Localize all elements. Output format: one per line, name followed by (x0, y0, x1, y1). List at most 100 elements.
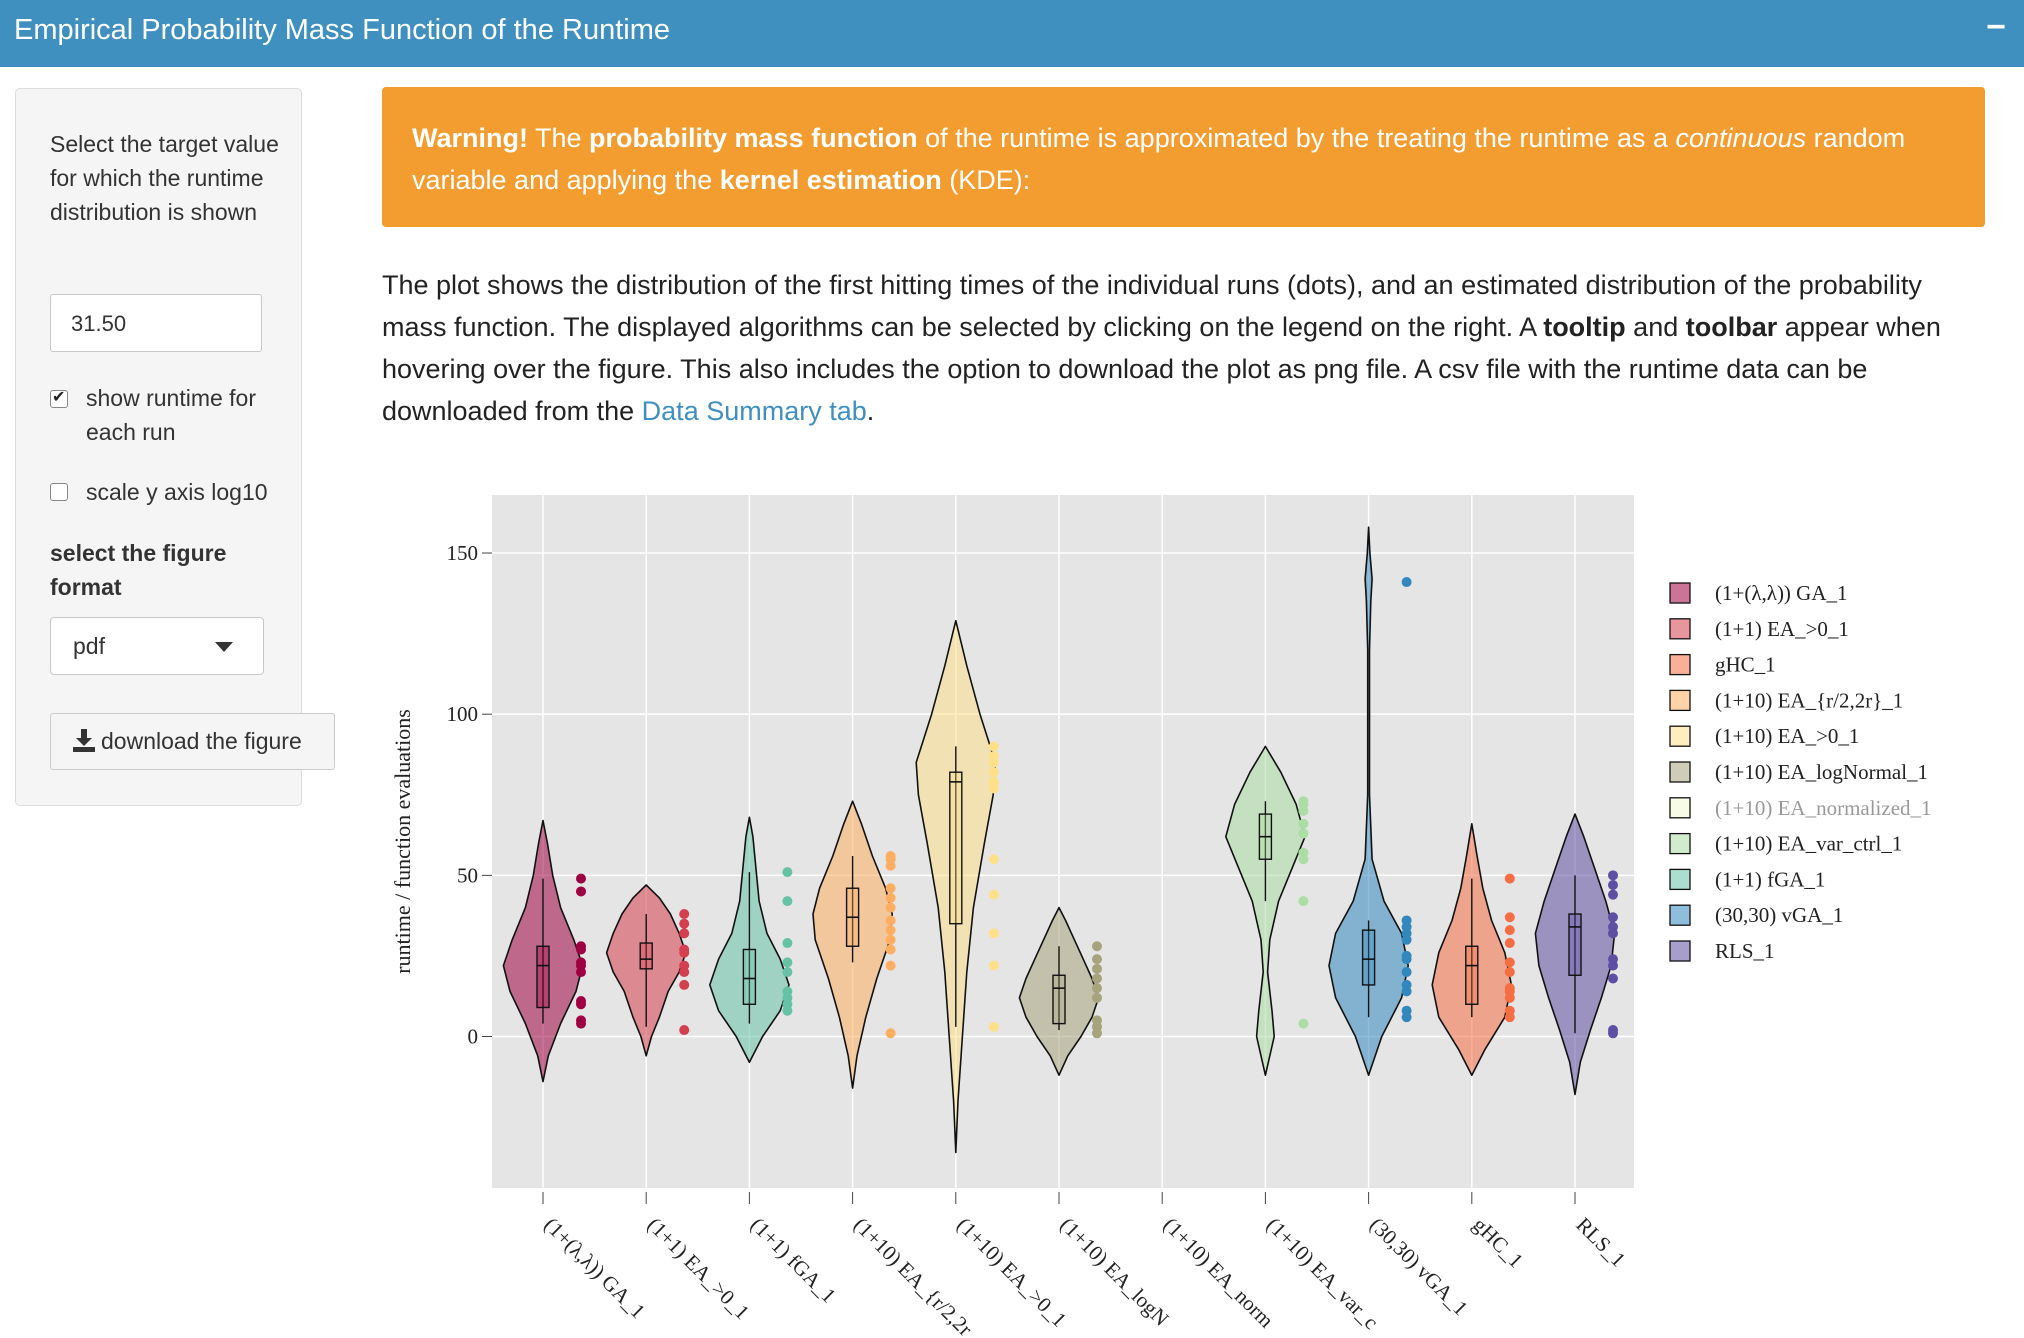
run-dot[interactable] (1092, 954, 1102, 965)
legend-item[interactable]: (1+10) EA_logNormal_1 (1669, 760, 1928, 784)
run-dot[interactable] (988, 889, 999, 900)
legend-item[interactable]: (1+10) EA_normalized_1 (1669, 796, 1932, 820)
run-dot[interactable] (1504, 1005, 1515, 1016)
run-dot[interactable] (885, 944, 896, 955)
run-dot[interactable] (988, 776, 999, 787)
run-dot[interactable] (1504, 925, 1515, 936)
run-dot[interactable] (1401, 950, 1412, 961)
legend-label[interactable]: gHC_1 (1715, 653, 1776, 677)
run-dot[interactable] (782, 938, 793, 949)
legend-item[interactable]: (1+10) EA_>0_1 (1669, 724, 1859, 748)
violin-7[interactable] (1225, 745, 1306, 1076)
legend-label[interactable]: (30,30) vGA_1 (1715, 903, 1843, 927)
legend-label[interactable]: (1+10) EA_{r/2,2r}_1 (1715, 688, 1903, 712)
format-select[interactable]: pdf (50, 617, 264, 675)
run-dot[interactable] (679, 960, 690, 971)
run-dot[interactable] (1608, 880, 1618, 891)
legend-label[interactable]: (1+1) fGA_1 (1715, 867, 1825, 891)
legend-swatch[interactable] (1669, 868, 1691, 891)
run-dot[interactable] (782, 957, 793, 968)
legend-item[interactable]: (1+1) fGA_1 (1669, 867, 1825, 891)
run-dot[interactable] (576, 957, 586, 968)
legend-item[interactable]: (1+(λ,λ)) GA_1 (1669, 581, 1848, 605)
run-dot[interactable] (1298, 818, 1309, 829)
scale-log-checkbox[interactable] (50, 483, 68, 501)
run-dot[interactable] (1092, 983, 1102, 994)
download-figure-button[interactable]: download the figure (50, 713, 335, 770)
legend-swatch[interactable] (1669, 761, 1691, 783)
run-dot[interactable] (988, 960, 999, 971)
run-dot[interactable] (1608, 889, 1618, 900)
legend-label[interactable]: (1+10) EA_normalized_1 (1715, 796, 1932, 820)
run-dot[interactable] (576, 886, 586, 897)
run-dot[interactable] (782, 986, 793, 997)
run-dot[interactable] (988, 741, 999, 752)
legend-item[interactable]: (1+10) EA_{r/2,2r}_1 (1669, 688, 1903, 712)
run-dot[interactable] (1608, 954, 1618, 965)
legend-swatch[interactable] (1669, 689, 1691, 712)
run-dot[interactable] (576, 873, 586, 884)
run-dot[interactable] (1401, 1005, 1412, 1016)
legend-swatch[interactable] (1669, 725, 1691, 747)
run-dot[interactable] (1298, 796, 1309, 807)
run-dot[interactable] (1298, 896, 1309, 907)
run-dot[interactable] (885, 902, 896, 913)
target-value-input[interactable]: 31.50 (50, 294, 262, 352)
run-dot[interactable] (679, 918, 690, 929)
legend-swatch[interactable] (1669, 618, 1691, 640)
legend-swatch[interactable] (1669, 582, 1691, 604)
run-dot[interactable] (679, 979, 690, 990)
run-dot[interactable] (885, 925, 896, 936)
run-dot[interactable] (782, 967, 793, 978)
data-summary-link[interactable]: Data Summary tab (641, 396, 867, 426)
legend-label[interactable]: (1+10) EA_logNormal_1 (1715, 760, 1928, 784)
legend-label[interactable]: (1+10) EA_>0_1 (1715, 724, 1859, 748)
collapse-button[interactable]: − (1986, 8, 2006, 46)
legend-swatch[interactable] (1669, 832, 1691, 855)
run-dot[interactable] (885, 960, 896, 971)
run-dot[interactable] (988, 767, 999, 778)
run-dot[interactable] (1401, 979, 1412, 990)
run-dot[interactable] (885, 851, 896, 862)
run-dot[interactable] (1504, 957, 1515, 968)
run-dot[interactable] (1504, 873, 1515, 884)
run-dot[interactable] (1504, 938, 1515, 949)
run-dot[interactable] (1608, 912, 1618, 923)
run-dot[interactable] (679, 928, 690, 939)
legend-swatch[interactable] (1669, 904, 1691, 926)
legend-label[interactable]: (1+1) EA_>0_1 (1715, 617, 1849, 641)
run-dot[interactable] (1092, 963, 1102, 974)
violin-8[interactable] (1328, 526, 1409, 1076)
show-runtime-checkbox[interactable] (50, 387, 68, 408)
run-dot[interactable] (988, 1021, 999, 1032)
legend-label[interactable]: RLS_1 (1715, 939, 1775, 963)
run-dot[interactable] (885, 892, 896, 903)
run-dot[interactable] (1298, 847, 1309, 858)
run-dot[interactable] (1401, 967, 1412, 978)
run-dot[interactable] (1504, 967, 1515, 978)
run-dot[interactable] (576, 941, 586, 952)
run-dot[interactable] (1092, 992, 1102, 1003)
run-dot[interactable] (1608, 921, 1618, 932)
run-dot[interactable] (1504, 912, 1515, 923)
run-dot[interactable] (679, 1025, 690, 1036)
run-dot[interactable] (782, 896, 793, 907)
legend-item[interactable]: (1+1) EA_>0_1 (1669, 617, 1849, 641)
legend-item[interactable]: RLS_1 (1669, 939, 1775, 963)
run-dot[interactable] (1298, 828, 1309, 839)
run-dot[interactable] (1092, 1015, 1102, 1026)
run-dot[interactable] (576, 1015, 586, 1026)
run-dot[interactable] (988, 854, 999, 865)
run-dot[interactable] (885, 934, 896, 945)
legend-item[interactable]: gHC_1 (1669, 653, 1776, 677)
legend-item[interactable]: (1+10) EA_var_ctrl_1 (1669, 832, 1902, 856)
legend-swatch[interactable] (1669, 797, 1691, 819)
run-dot[interactable] (679, 944, 690, 955)
run-dot[interactable] (1092, 973, 1102, 984)
legend-swatch[interactable] (1669, 653, 1691, 676)
run-dot[interactable] (1504, 983, 1515, 994)
run-dot[interactable] (1608, 1025, 1618, 1036)
run-dot[interactable] (1298, 1018, 1309, 1029)
run-dot[interactable] (988, 751, 999, 762)
